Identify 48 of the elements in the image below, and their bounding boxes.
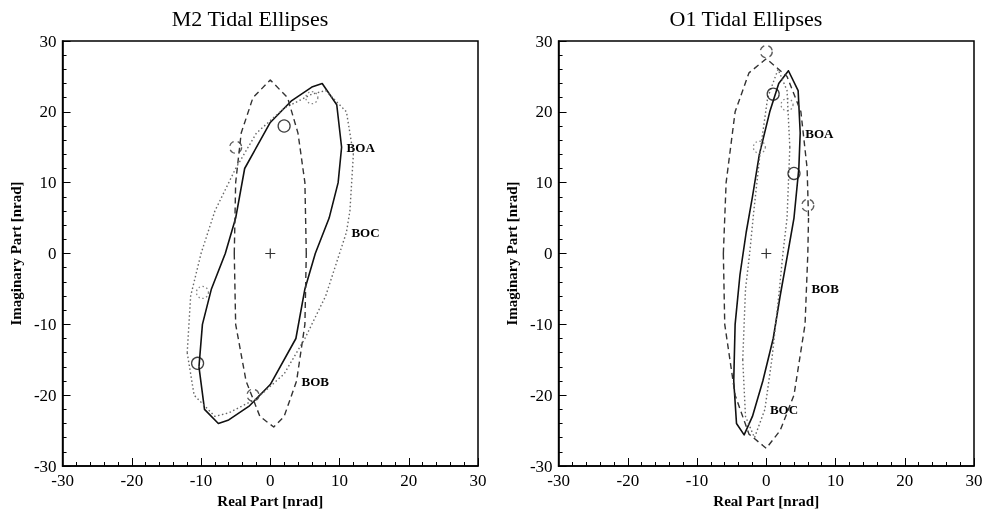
y-tick-label: -20 xyxy=(33,385,57,405)
point xyxy=(787,166,801,181)
y-axis-title: Imaginary Part [nrad] xyxy=(7,181,24,326)
x-axis-title: Real Part [nrad] xyxy=(713,493,820,510)
point xyxy=(190,356,205,370)
annotation: BOB xyxy=(811,281,840,297)
y-tick-label: 0 xyxy=(48,244,57,263)
y-tick-label: -10 xyxy=(33,314,57,334)
point xyxy=(305,91,319,105)
x-axis-title: Real Part [nrad] xyxy=(217,493,324,510)
x-tick-label: -20 xyxy=(616,471,640,490)
annotation: BOC xyxy=(769,401,799,417)
annotation: BOA xyxy=(346,139,376,155)
annotation: BOC xyxy=(351,224,380,240)
y-tick-label: 20 xyxy=(535,102,553,122)
x-tick-label: 30 xyxy=(965,471,983,490)
point xyxy=(195,285,210,300)
y-tick-label: 0 xyxy=(544,244,553,263)
point xyxy=(752,140,767,154)
y-tick-label: 30 xyxy=(39,31,57,51)
point xyxy=(246,388,260,402)
point xyxy=(780,98,794,112)
x-tick-label: -10 xyxy=(189,471,213,490)
point xyxy=(277,119,291,133)
point xyxy=(229,140,243,154)
point xyxy=(759,44,773,59)
x-tick-label: 30 xyxy=(469,471,487,490)
x-tick-label: 10 xyxy=(331,471,349,490)
y-tick-label: -20 xyxy=(529,385,553,405)
point xyxy=(801,198,815,212)
annotation: BOB xyxy=(301,373,330,389)
y-tick-label: 20 xyxy=(39,102,57,122)
chart-title: O1 Tidal Ellipses xyxy=(669,5,823,31)
y-tick-label: 10 xyxy=(39,173,57,193)
x-tick-label: -20 xyxy=(120,471,144,490)
point xyxy=(766,87,780,101)
x-tick-label: 20 xyxy=(400,471,418,490)
x-tick-label: 0 xyxy=(762,471,771,490)
x-tick-label: -10 xyxy=(685,471,709,490)
annotation: BOA xyxy=(805,125,834,141)
y-tick-label: 30 xyxy=(535,31,553,51)
chart-title: M2 Tidal Ellipses xyxy=(171,5,329,31)
x-tick-label: 20 xyxy=(896,471,914,490)
y-tick-label: 10 xyxy=(535,173,553,193)
y-axis-title: Imaginary Part [nrad] xyxy=(503,181,520,326)
x-tick-label: 10 xyxy=(827,471,845,490)
y-tick-label: -10 xyxy=(529,314,553,334)
x-tick-label: 0 xyxy=(266,471,275,490)
